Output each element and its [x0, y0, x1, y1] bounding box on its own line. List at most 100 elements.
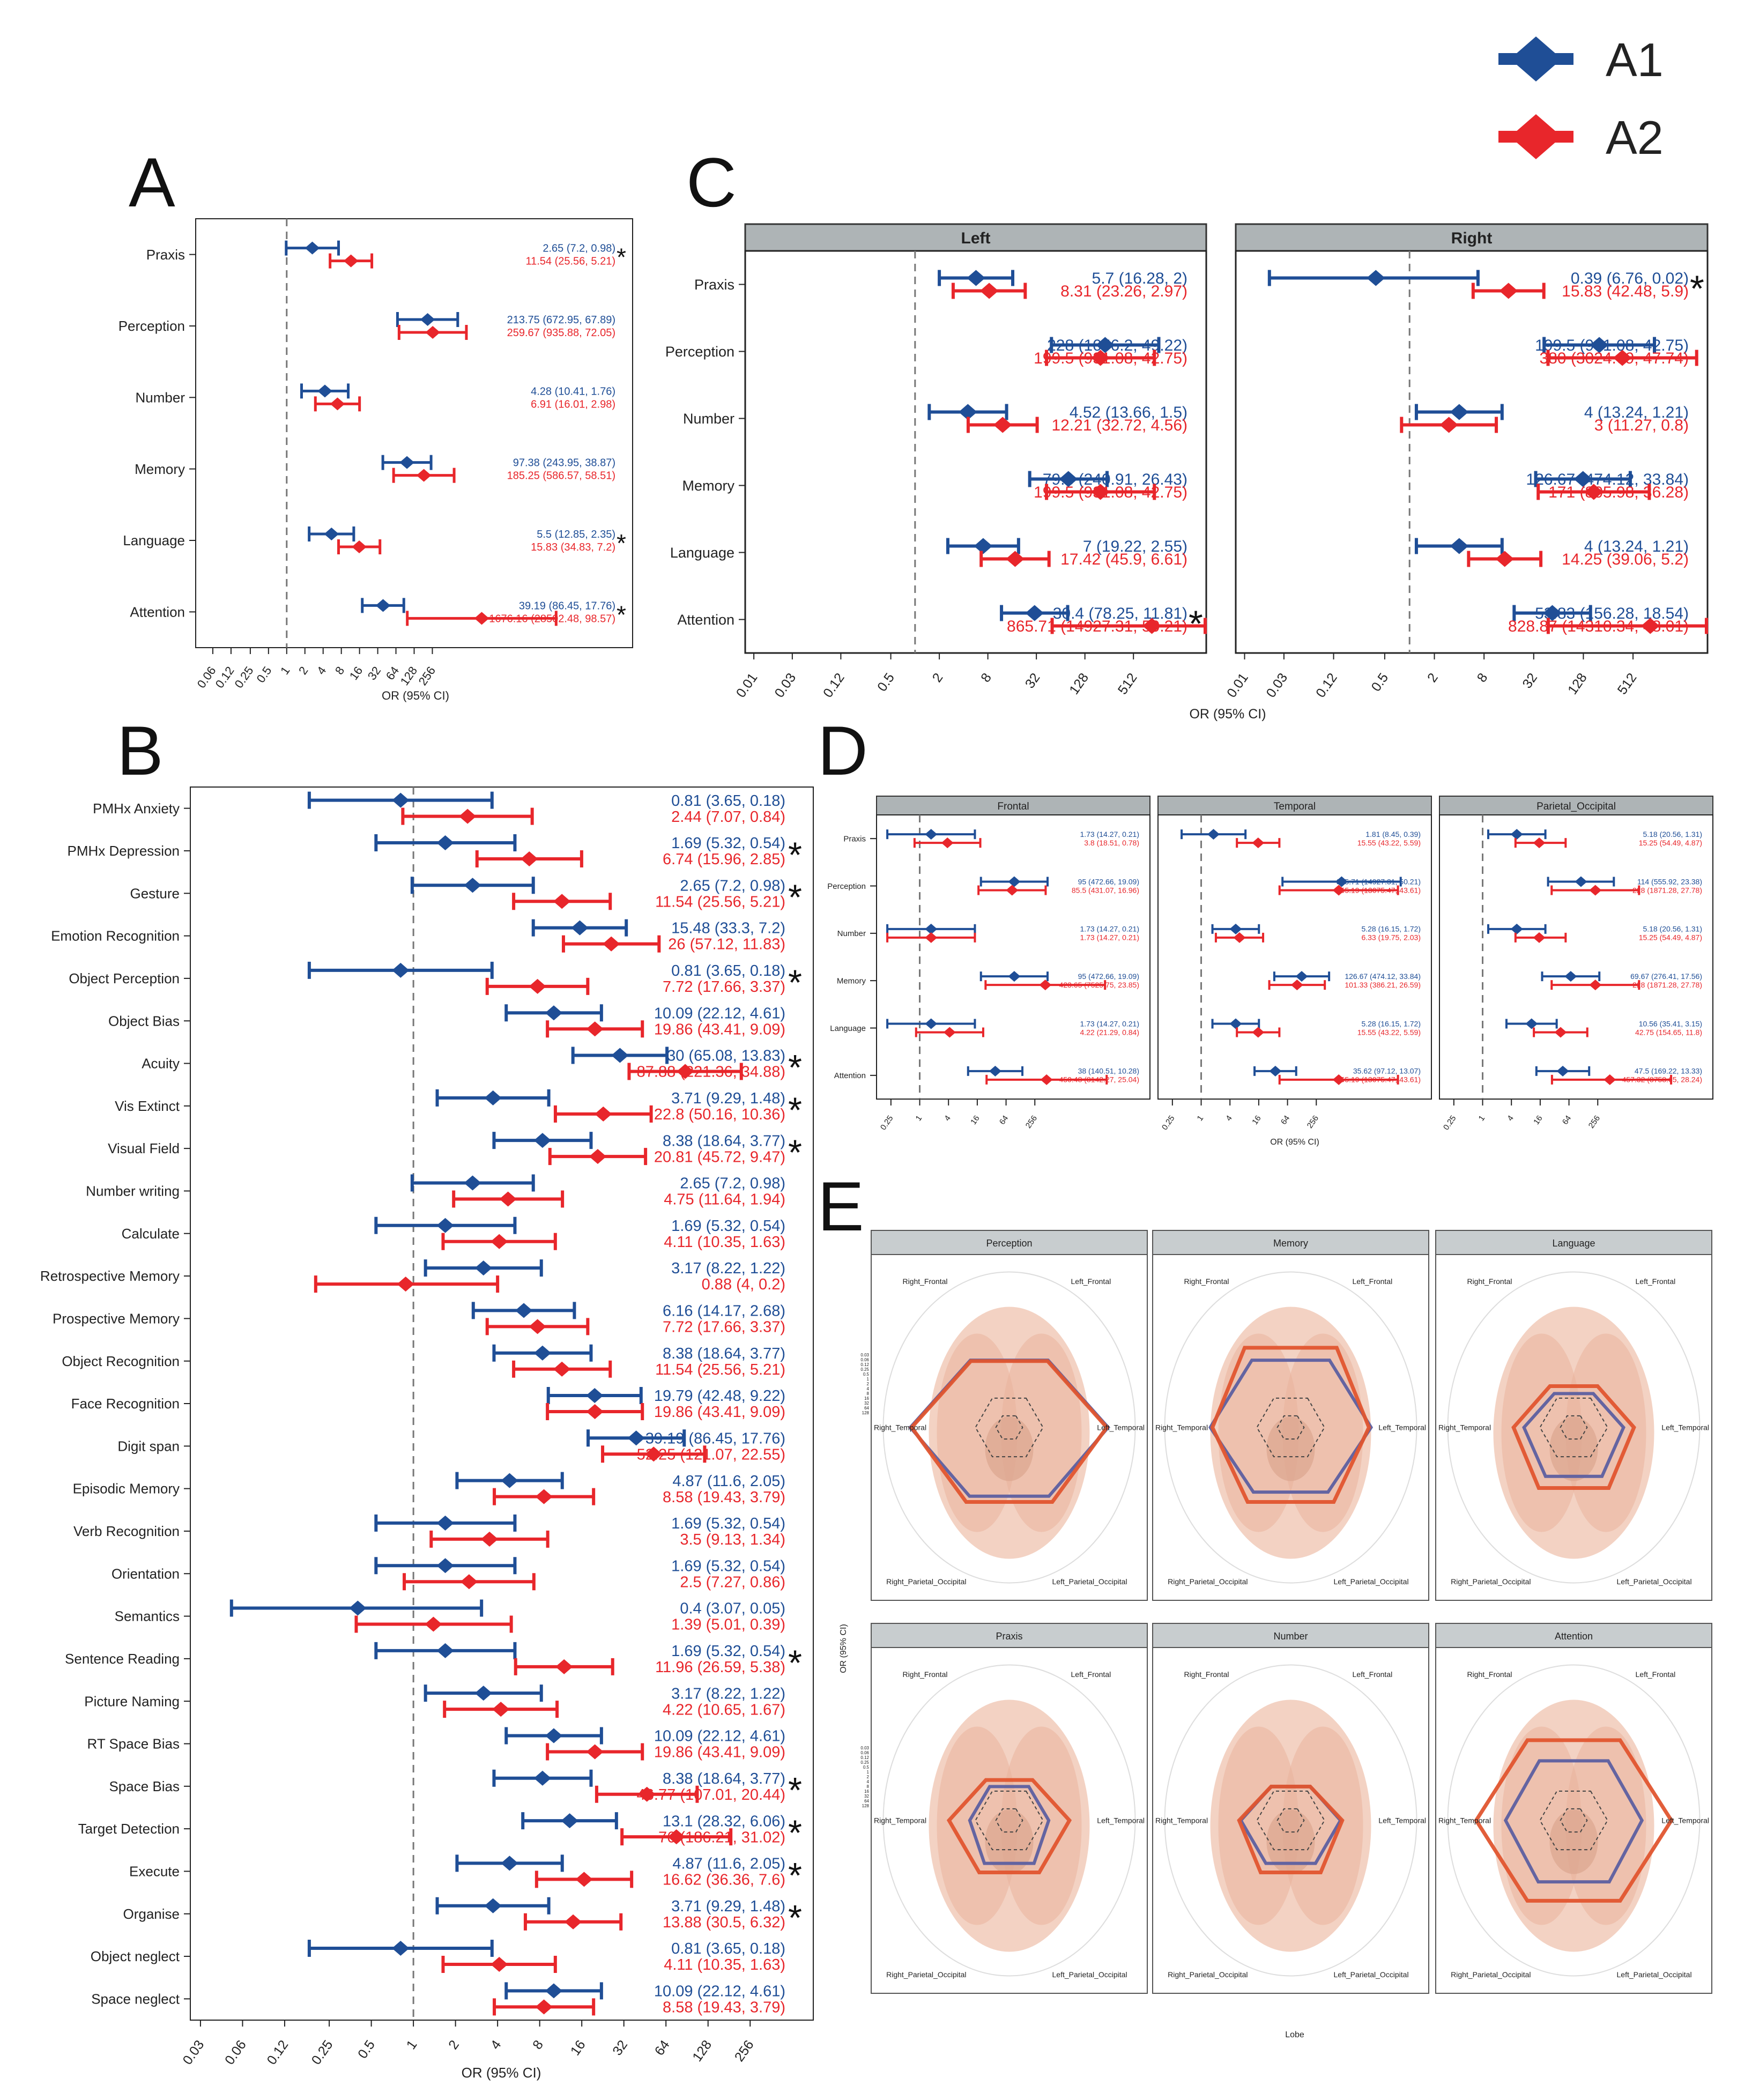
- panel-e-x-axis-title: Lobe: [1285, 2030, 1304, 2039]
- radar-reference-hexagon: [975, 1397, 1044, 1458]
- radar-axis-label: Left_Frontal: [1071, 1670, 1111, 1679]
- or-point-a1-target-detection: [561, 1813, 578, 1829]
- or-label-a1: 3.17 (8.22, 1.22): [671, 1260, 785, 1277]
- panel-c-forest-left-frame: [744, 250, 1207, 654]
- significance-asterisk: *: [788, 878, 802, 918]
- or-label-a1: 69.67 (276.41, 17.56): [1630, 972, 1702, 981]
- x-tick-label: 16: [1250, 1114, 1263, 1126]
- or-point-a1-space-bias: [533, 1770, 552, 1786]
- or-point-a1-attention: [1556, 1065, 1569, 1077]
- panel-d-forest-temporal: 1.81 (8.45, 0.39)15.55 (43.22, 5.59)865.…: [1157, 814, 1432, 1132]
- radar-axis-label: Right_Temporal: [874, 1423, 926, 1432]
- or-label-a2: 259.67 (935.88, 72.05): [507, 327, 615, 339]
- x-tick-label: 2: [446, 2037, 462, 2052]
- or-label-a1: 1.69 (5.32, 0.54): [671, 1557, 785, 1575]
- or-label-a2: 15.25 (54.49, 4.87): [1639, 838, 1702, 847]
- x-tick-label: 16: [969, 1114, 981, 1126]
- radar-axis-label: Right_Parietal_Occipital: [1168, 1577, 1248, 1586]
- panel-d-strip-label: Temporal: [1274, 801, 1316, 812]
- or-point-a1-memory: [1059, 471, 1078, 487]
- or-label-a2: 15.55 (43.22, 5.59): [1357, 1028, 1421, 1036]
- radar-reference-hexagon: [1276, 1808, 1305, 1833]
- or-point-a1-memory: [1008, 971, 1021, 982]
- significance-asterisk: *: [617, 243, 626, 271]
- or-point-a1-object-perception: [392, 962, 410, 978]
- or-label-a1: 0.39 (6.76, 0.02): [1571, 270, 1689, 287]
- or-point-a1-memory: [399, 456, 414, 469]
- or-point-a2-object-bias: [586, 1021, 604, 1037]
- x-tick-label: 8: [978, 670, 994, 685]
- or-point-a1-number-writing: [464, 1175, 481, 1191]
- or-point-a2-praxis: [1252, 837, 1265, 849]
- or-label-a2: 11.96 (26.59, 5.38): [655, 1659, 785, 1676]
- radar-axis-label: Left_Temporal: [1097, 1423, 1145, 1432]
- significance-asterisk: *: [788, 1898, 802, 1938]
- or-label-a2: 20.81 (45.72, 9.47): [654, 1148, 785, 1166]
- or-point-a1-number: [959, 404, 977, 420]
- radar-polygon-a2: [1511, 1384, 1636, 1490]
- panel-e-strip-label: Perception: [986, 1238, 1032, 1249]
- x-tick-label: 0.06: [195, 664, 219, 691]
- radar-polygon-a2: [1237, 1784, 1345, 1874]
- or-label-a2: 87.88 (221.36, 34.88): [637, 1064, 785, 1081]
- x-tick-label: 256: [416, 664, 439, 688]
- x-tick-label: 256: [1587, 1114, 1602, 1130]
- radar-axis-label: Right_Frontal: [902, 1670, 947, 1679]
- or-point-a1-space-neglect: [545, 1983, 563, 1999]
- x-tick-label: 512: [1115, 670, 1140, 697]
- radar-reference-hexagon: [1256, 1790, 1325, 1851]
- or-label-a2: 8.31 (23.26, 2.97): [1060, 283, 1187, 300]
- radar-axis-label: Right_Parietal_Occipital: [1451, 1577, 1531, 1586]
- radar-radial-tick-label: 8: [867, 1784, 870, 1789]
- or-point-a1-perception: [420, 313, 435, 326]
- category-label-pmhx-depression: PMHx Depression: [67, 843, 180, 859]
- or-point-a2-attention: [474, 612, 489, 625]
- or-label-a2: 101.33 (386.21, 26.59): [1345, 981, 1421, 989]
- or-label-a2: 865.71 (14927.31, 50.21): [1007, 618, 1187, 635]
- or-point-a1-calculate: [436, 1218, 454, 1233]
- or-label-a1: 3.17 (8.22, 1.22): [671, 1685, 785, 1702]
- panel-c-forest-left: Praxis 5.7 (16.28, 2)8.31 (23.26, 2.97) Pe…: [665, 250, 1207, 700]
- or-label-a2: 171 (805.98, 36.28): [1548, 484, 1689, 501]
- panel-e-radar-perception: Perception Left_Frontal Left_Temporal Left_…: [860, 1230, 1148, 1601]
- radar-radial-tick-label: 0.03: [860, 1353, 869, 1357]
- or-label-a1: 4.87 (11.6, 2.05): [672, 1856, 785, 1873]
- or-point-a1-perception: [1575, 876, 1587, 887]
- x-tick-label: 0.5: [254, 664, 274, 685]
- or-label-a1: 1.81 (8.45, 0.39): [1365, 830, 1421, 838]
- or-point-a1-language: [1525, 1018, 1538, 1029]
- or-point-a2-language: [1554, 1027, 1567, 1038]
- or-point-a2-orientation: [460, 1574, 478, 1590]
- panel-e-radar-attention: Attention Left_Frontal Left_Temporal Left_P…: [1435, 1623, 1712, 1994]
- panel-b-forest: PMHx Anxiety 0.81 (3.65, 0.18)2.44 (7.07,…: [40, 786, 814, 2067]
- x-tick-label: 16: [1532, 1114, 1544, 1126]
- significance-asterisk: *: [788, 1771, 802, 1810]
- legend-label-a1: A1: [1606, 33, 1664, 86]
- or-label-a2: 11.54 (25.56, 5.21): [655, 1361, 785, 1378]
- or-point-a2-memory: [416, 469, 432, 482]
- x-tick-label: 0.25: [309, 2037, 336, 2067]
- radar-axis-label: Left_Frontal: [1353, 1670, 1393, 1679]
- or-point-a2-perception: [1613, 350, 1632, 366]
- radar-axis-label: Right_Temporal: [1438, 1816, 1491, 1825]
- or-point-a2-target-detection: [667, 1829, 685, 1845]
- panel-e-radar-language: Language Left_Frontal Left_Temporal Left_Pa…: [1435, 1230, 1712, 1601]
- or-point-a1-verb-recognition: [436, 1515, 454, 1531]
- or-label-a1: 1.69 (5.32, 0.54): [671, 1515, 785, 1532]
- x-tick-label: 128: [689, 2037, 715, 2064]
- radar-reference-hexagon: [1560, 1808, 1588, 1833]
- or-point-a1-perception: [1335, 876, 1348, 887]
- x-tick-label: 1: [1196, 1114, 1206, 1123]
- or-point-a1-attention: [375, 599, 391, 612]
- or-point-a2-memory: [1290, 979, 1303, 991]
- category-label-calculate: Calculate: [122, 1226, 180, 1242]
- x-tick-label: 64: [1279, 1114, 1291, 1126]
- or-label-a1: 10.09 (22.12, 4.61): [654, 1005, 785, 1022]
- or-label-a2: 4.75 (11.64, 1.94): [664, 1191, 785, 1208]
- panel-d-forest-parietal-occipital-frame: [1439, 814, 1713, 1100]
- radar-radial-tick-label: 64: [864, 1799, 869, 1804]
- category-label-visual-field: Visual Field: [108, 1140, 180, 1156]
- category-label-memory: Memory: [135, 461, 185, 477]
- or-point-a1-emotion-recognition: [571, 920, 589, 936]
- or-point-a1-praxis: [1367, 270, 1385, 286]
